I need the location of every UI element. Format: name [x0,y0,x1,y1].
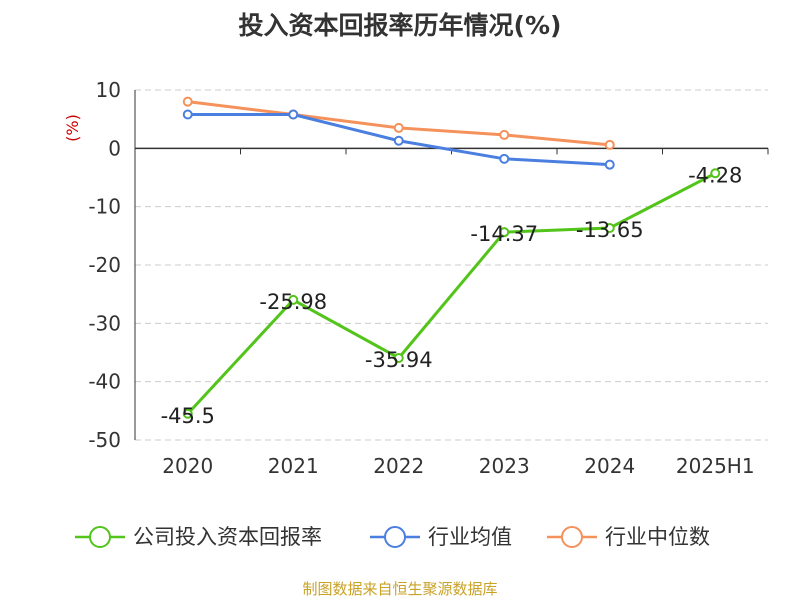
data-point [604,159,615,170]
data-point [182,408,193,419]
x-tick-label: 2021 [268,454,319,478]
series-line-0 [186,171,716,415]
data-point [393,135,404,146]
legend-item-0: 公司投入资本回报率 [75,525,322,549]
y-tick-label: -40 [88,370,121,394]
x-tick-label: 2022 [373,454,424,478]
legend-marker [561,526,583,548]
data-point [182,96,193,107]
data-label: -45.5 [161,404,215,428]
legend-marker [384,526,406,548]
y-tick-label: -30 [88,311,121,335]
data-point [182,109,193,120]
data-point [710,168,721,179]
x-tick-label: 2024 [584,454,635,478]
data-label: -4.28 [688,163,742,187]
y-tick-label: -50 [88,428,121,452]
data-point [604,222,615,233]
y-axis-label: (%) [63,114,82,142]
legend-marker [89,526,111,548]
legend-label: 公司投入资本回报率 [133,525,322,549]
data-label: -14.37 [470,222,538,246]
data-label: -35.94 [365,348,433,372]
y-tick-label: 0 [108,136,121,160]
legend-label: 行业均值 [428,525,512,549]
y-tick-label: 10 [96,78,121,102]
data-point [288,294,299,305]
legend-item-1: 行业均值 [370,525,512,549]
data-label: -25.98 [259,290,327,314]
chart-title: 投入资本回报率历年情况(%) [238,11,562,40]
y-tick-label: -10 [88,195,121,219]
data-point [499,129,510,140]
data-point [604,139,615,150]
data-point [393,122,404,133]
source-note: 制图数据来自恒生聚源数据库 [302,580,498,598]
x-tick-label: 2025H1 [676,454,755,478]
legend-label: 行业中位数 [605,525,710,549]
data-label: -13.65 [576,218,644,242]
x-tick-label: 2020 [162,454,213,478]
x-tick-label: 2023 [479,454,530,478]
data-point [499,153,510,164]
data-point [393,352,404,363]
data-point [499,227,510,238]
y-tick-label: -20 [88,253,121,277]
data-point [288,109,299,120]
legend-item-2: 行业中位数 [547,525,710,549]
